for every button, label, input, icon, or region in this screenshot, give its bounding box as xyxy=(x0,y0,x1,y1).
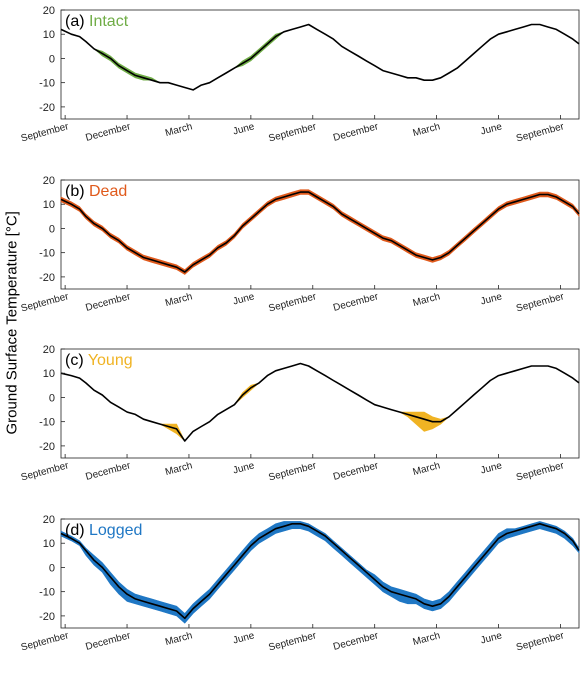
panel-letter: (a) xyxy=(65,13,89,30)
y-tick-label: 20 xyxy=(43,5,55,17)
x-tick-label: September xyxy=(267,291,318,314)
y-tick-label: 10 xyxy=(43,368,55,380)
panel-title: (a) Intact xyxy=(65,13,129,30)
x-tick-label: March xyxy=(412,630,442,648)
x-tick-label: March xyxy=(164,630,194,648)
panel-intact: 20 10 0 -10 -20 September December March June Sep… xyxy=(20,5,580,145)
x-tick-label: September xyxy=(267,460,318,483)
x-tick-label: September xyxy=(515,121,566,144)
x-tick-label: December xyxy=(84,630,132,653)
mean-line xyxy=(60,362,580,442)
axes-box xyxy=(60,9,580,120)
y-tick-label: -20 xyxy=(39,611,55,623)
x-tick-label: September xyxy=(267,630,318,653)
y-tick-label: 20 xyxy=(43,344,55,356)
panel-name: Logged xyxy=(89,522,142,539)
y-tick-label: 0 xyxy=(49,223,55,235)
x-tick-label: June xyxy=(479,291,503,307)
x-tick-label: December xyxy=(84,291,132,314)
x-tick-label: September xyxy=(515,460,566,483)
x-tick-label: September xyxy=(20,630,71,653)
panel-letter: (c) xyxy=(65,352,88,369)
x-tick-label: March xyxy=(412,291,442,309)
x-tick-label: June xyxy=(479,630,503,646)
x-tick-label: March xyxy=(164,291,194,309)
y-tick-label: 10 xyxy=(43,199,55,211)
x-tick-label: September xyxy=(20,121,71,144)
x-tick-label: September xyxy=(515,291,566,314)
y-tick-label: -10 xyxy=(39,587,55,599)
panel-title: (d) Logged xyxy=(65,522,142,539)
x-tick-label: September xyxy=(515,630,566,653)
y-tick-label: -10 xyxy=(39,248,55,260)
x-tick-label: December xyxy=(84,460,132,483)
x-tick-label: June xyxy=(479,121,503,137)
x-tick-label: September xyxy=(20,291,71,314)
panel-logged: 20 10 0 -10 -20 September December March June Sep… xyxy=(20,514,580,654)
panel-letter: (b) xyxy=(65,183,89,200)
panel-name: Dead xyxy=(89,183,127,200)
y-tick-label: 20 xyxy=(43,175,55,187)
mean-line xyxy=(60,523,580,620)
y-tick-label: 20 xyxy=(43,514,55,526)
y-tick-label: 10 xyxy=(43,29,55,41)
y-tick-label: 0 xyxy=(49,53,55,65)
y-axis-label: Ground Surface Temperature [°C] xyxy=(3,211,21,435)
panel-name: Intact xyxy=(89,13,129,30)
y-tick-label: -10 xyxy=(39,78,55,90)
x-tick-label: December xyxy=(332,460,380,483)
x-tick-label: June xyxy=(232,121,256,137)
panel-name: Young xyxy=(88,352,133,369)
y-tick-label: -20 xyxy=(39,272,55,284)
panel-young: 20 10 0 -10 -20 September December March June Sep… xyxy=(20,344,580,484)
x-tick-label: December xyxy=(332,121,380,144)
y-tick-label: 10 xyxy=(43,538,55,550)
x-tick-label: March xyxy=(412,460,442,478)
x-tick-label: June xyxy=(232,460,256,476)
y-tick-label: 0 xyxy=(49,562,55,574)
y-tick-label: -20 xyxy=(39,441,55,453)
y-tick-label: 0 xyxy=(49,392,55,404)
y-tick-label: -10 xyxy=(39,417,55,429)
x-tick-label: December xyxy=(84,121,132,144)
mean-line xyxy=(60,23,580,91)
panel-title: (b) Dead xyxy=(65,183,127,200)
y-tick-label: -20 xyxy=(39,102,55,114)
axes-box xyxy=(60,348,580,459)
panel-dead: 20 10 0 -10 -20 September December March June Sep… xyxy=(20,175,580,315)
x-tick-label: March xyxy=(164,121,194,139)
x-tick-label: September xyxy=(20,460,71,483)
x-tick-label: June xyxy=(232,291,256,307)
x-tick-label: December xyxy=(332,291,380,314)
panel-title: (c) Young xyxy=(65,352,133,369)
x-tick-label: June xyxy=(232,630,256,646)
panel-letter: (d) xyxy=(65,522,89,539)
x-tick-label: March xyxy=(164,460,194,478)
range-band xyxy=(60,521,580,624)
x-tick-label: December xyxy=(332,630,380,653)
x-tick-label: March xyxy=(412,121,442,139)
x-tick-label: September xyxy=(267,121,318,144)
x-tick-label: June xyxy=(479,460,503,476)
mean-line xyxy=(60,191,580,273)
